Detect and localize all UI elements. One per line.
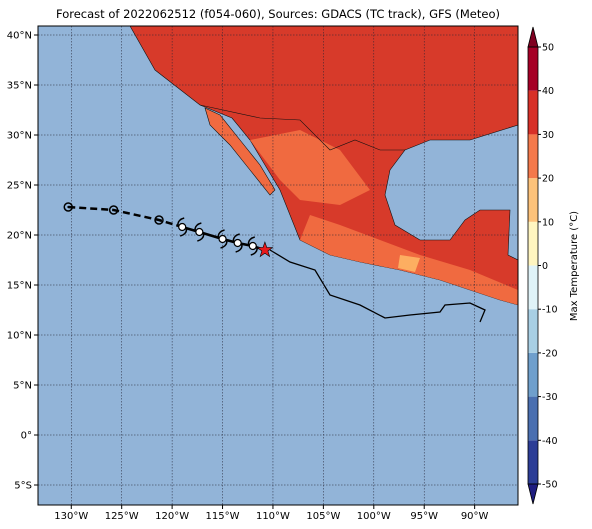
map-area [38,26,518,505]
baja [204,107,276,196]
past-track [68,205,183,229]
past-position-dot [158,219,161,221]
x-tick-label: 100°W [357,511,391,522]
y-tick-label: 35°N [7,81,32,92]
colorbar-tick-label: 0 [542,261,548,272]
x-tick-label: 120°W [155,511,189,522]
y-tick-label: 20°N [7,231,32,242]
forecast-position [218,234,227,244]
colorbar-tick-label: -30 [542,392,558,403]
forecast-position [233,238,242,248]
x-tick-label: 105°W [306,511,340,522]
colorbar-tick-label: 50 [542,43,554,54]
colorbar-segment [528,352,538,397]
land-warm-area [250,130,370,205]
x-tick-label: 125°W [105,511,139,522]
colorbar-tick-label: -20 [542,348,558,359]
colorbar-segment [528,134,538,179]
colorbar-segment [528,221,538,266]
y-tick-label: 15°N [7,281,32,292]
x-tick-label: 95°W [410,511,438,522]
colorbar-segment [528,440,538,484]
land-mild [398,255,420,272]
x-tick-label: 115°W [206,511,240,522]
colorbar-tick-label: -40 [542,436,558,447]
map-frame [37,25,519,506]
colorbar-tick-label: 40 [542,86,554,97]
colorbar-tick-label: 30 [542,130,554,141]
colorbar-tick-label: -50 [542,480,558,491]
border [199,104,405,151]
x-tick-label: 90°W [461,511,489,522]
y-tick-label: 5°S [14,481,32,492]
past-position [108,205,119,215]
x-tick-label: 130°W [54,511,88,522]
y-tick-label: 25°N [7,181,32,192]
colorbar-under [527,483,539,505]
colorbar-segment [528,396,538,441]
y-tick-label: 10°N [7,331,32,342]
x-tick-label: 110°W [256,511,290,522]
current-position [256,241,274,258]
colorbar-tick-label: 10 [542,217,554,228]
colorbar-segment [528,178,538,222]
colorbar-segment [528,265,538,310]
colorbar-tick-label: -10 [542,305,558,316]
y-tick-label: 5°N [13,381,32,392]
past-position-dot [67,206,70,208]
y-tick-label: 30°N [7,131,32,142]
colorbar-segment [528,90,538,135]
track [63,202,274,258]
grid [38,26,518,505]
forecast-position [248,241,257,251]
forecast-position [195,227,204,237]
past-position [63,202,74,212]
colorbar-segment [528,309,538,353]
colorbar-segment [528,47,538,91]
title: Forecast of 2022062512 (f054-060), Sourc… [56,7,500,21]
cone-edge [269,249,486,323]
colorbar-over [527,26,539,48]
colorbar-label: Max Temperature (°C) [569,211,580,321]
colorbar: -50 -40 -30 -20 -10 0 10 20 30 40 50 [527,26,558,505]
past-position [154,215,164,225]
past-position-dot [112,209,115,211]
colorbar-tick-label: 20 [542,174,554,185]
y-tick-label: 40°N [7,31,32,42]
forecast-position [178,222,187,232]
y-tick-label: 0° [21,431,32,442]
